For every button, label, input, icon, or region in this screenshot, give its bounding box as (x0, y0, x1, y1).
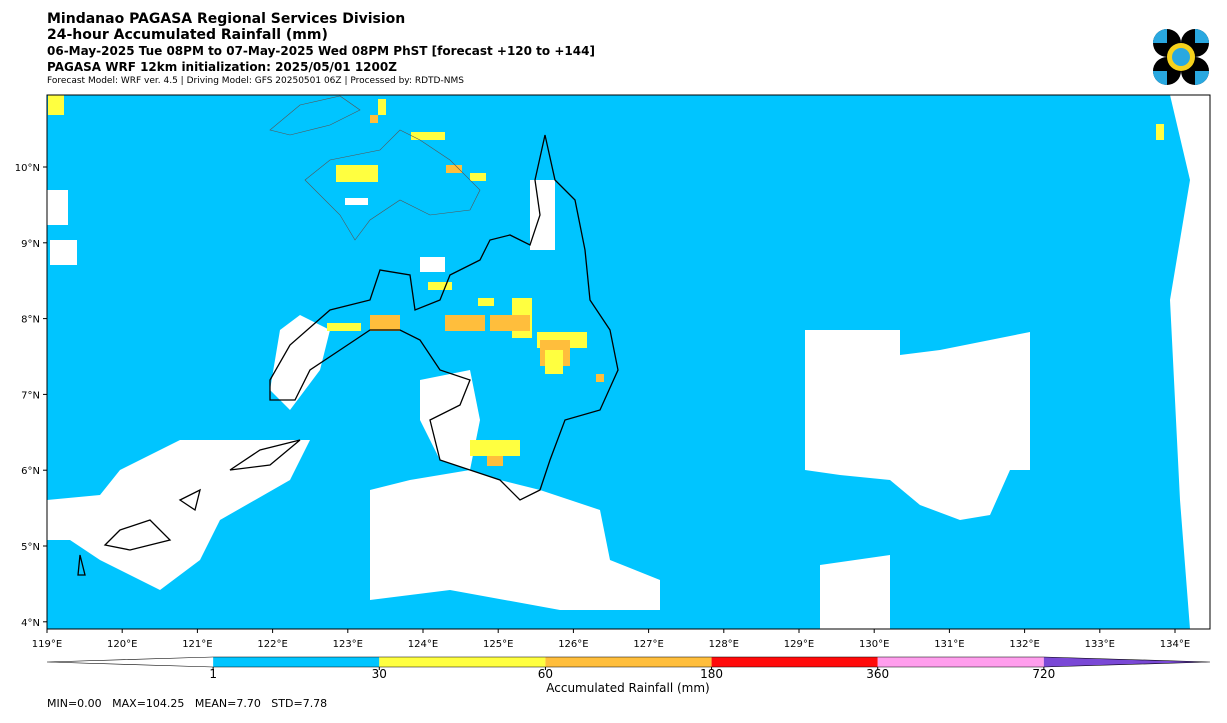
lat-label: 4°N (21, 618, 40, 629)
map (46, 94, 1211, 630)
credits: Forecast Model: WRF ver. 4.5 | Driving M… (47, 76, 464, 86)
colorbar-segment (711, 657, 878, 667)
colorbar-title: Accumulated Rainfall (mm) (546, 681, 709, 695)
lat-label: 7°N (21, 390, 40, 401)
title: Mindanao PAGASA Regional Services Divisi… (47, 11, 406, 27)
lon-label: 119°E (32, 639, 62, 650)
axes: 119°E 120°E 121°E 122°E 123°E 124°E 125°E 126°E… (15, 163, 1190, 650)
colorbar-segment (1043, 657, 1210, 667)
lon-label: 120°E (107, 639, 137, 650)
visayas-coast (269, 95, 481, 241)
lat-label: 6°N (21, 466, 40, 477)
rain-field (47, 95, 1210, 629)
lon-label: 132°E (1009, 639, 1039, 650)
lat-label: 8°N (21, 315, 40, 326)
lon-label: 126°E (558, 639, 588, 650)
lat-label: 9°N (21, 239, 40, 250)
colorbar-label: 1 (209, 667, 217, 681)
colorbar-label: 720 (1032, 667, 1055, 681)
colorbar-segment (877, 657, 1044, 667)
lon-label: 122°E (257, 639, 287, 650)
lon-label: 125°E (483, 639, 513, 650)
logo (1153, 29, 1209, 85)
colorbar-label: 60 (538, 667, 553, 681)
lon-label: 134°E (1160, 639, 1190, 650)
colorbar: 1 30 60 180 360 720 (46, 656, 1211, 681)
model: PAGASA WRF 12km initialization: 2025/05/… (47, 60, 397, 74)
lon-label: 124°E (408, 639, 438, 650)
rain-cells (48, 95, 1164, 466)
colorbar-label: 360 (866, 667, 889, 681)
colorbar-label: 180 (700, 667, 723, 681)
stats: MIN=0.00 MAX=104.25 MEAN=7.70 STD=7.78 (47, 697, 328, 710)
lon-label: 127°E (633, 639, 663, 650)
colorbar-segment (379, 657, 546, 667)
lon-label: 129°E (784, 639, 814, 650)
period: 06-May-2025 Tue 08PM to 07-May-2025 Wed … (47, 44, 595, 58)
lat-label: 5°N (21, 542, 40, 553)
lon-label: 130°E (859, 639, 889, 650)
lat-label: 10°N (15, 163, 40, 174)
colorbar-segment (47, 657, 214, 667)
coastline (77, 134, 619, 576)
colorbar-label: 30 (372, 667, 387, 681)
map-frame (46, 94, 1211, 630)
dry-areas (47, 95, 1210, 629)
lon-label: 128°E (709, 639, 739, 650)
lon-label: 131°E (934, 639, 964, 650)
lon-label: 121°E (182, 639, 212, 650)
lon-label: 123°E (333, 639, 363, 650)
subtitle: 24-hour Accumulated Rainfall (mm) (47, 27, 328, 43)
colorbar-segment (545, 657, 712, 667)
colorbar-segment (213, 657, 380, 667)
lon-label: 133°E (1085, 639, 1115, 650)
